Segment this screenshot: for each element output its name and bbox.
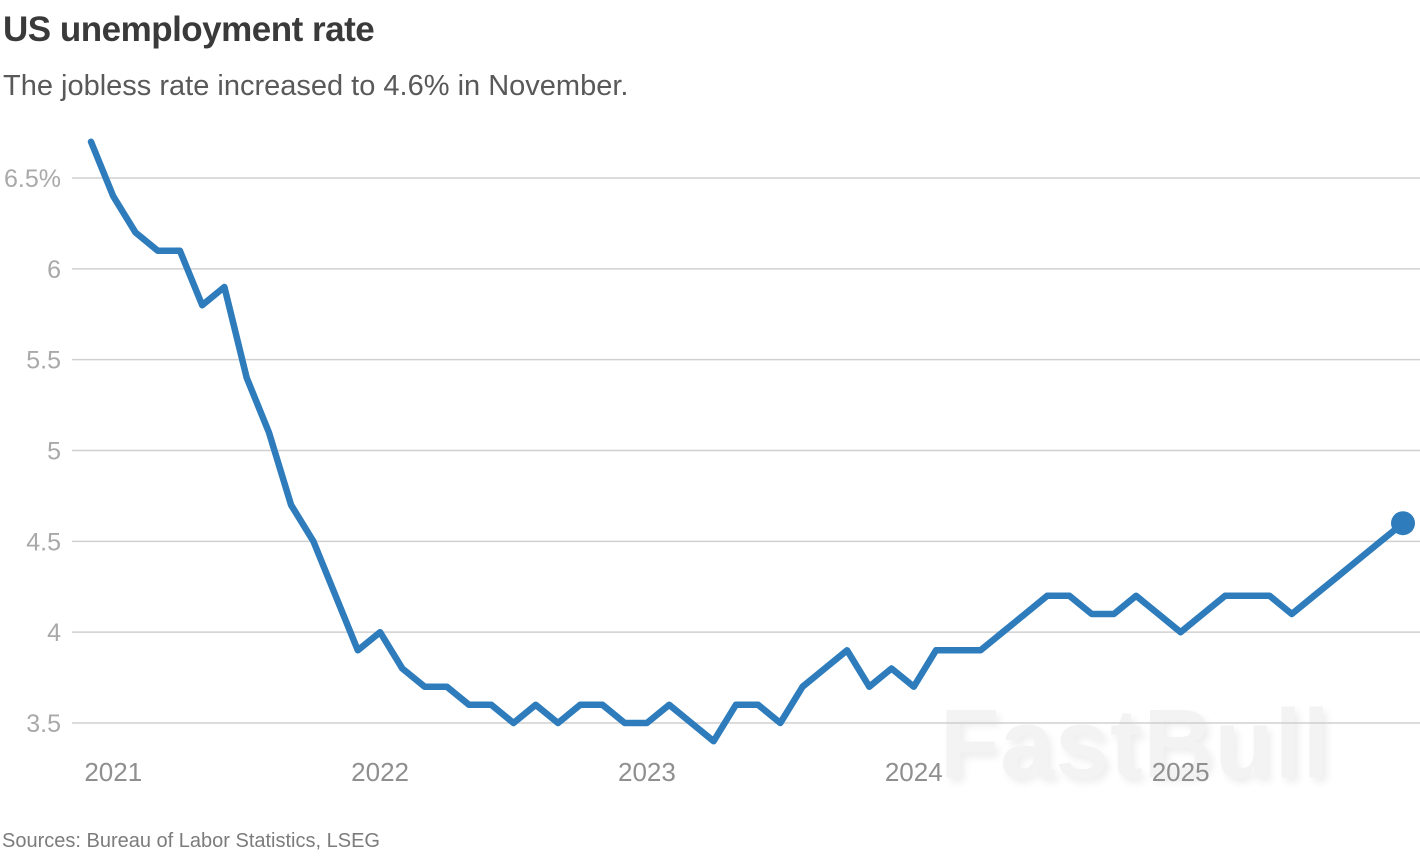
page-subtitle: The jobless rate increased to 4.6% in No… [3, 70, 629, 102]
y-tick-label: 4 [47, 619, 61, 647]
y-tick-label: 4.5 [26, 528, 61, 556]
last-point-marker [1391, 511, 1415, 536]
x-tick-label: 2025 [1152, 757, 1210, 787]
x-tick-label: 2021 [84, 757, 142, 787]
unemployment-series-line [87, 138, 1407, 745]
y-tick-label: 6 [47, 256, 61, 284]
page-title: US unemployment rate [3, 10, 375, 49]
x-tick-label: 2024 [885, 757, 943, 787]
x-tick-label: 2023 [618, 757, 676, 787]
y-tick-label: 6.5% [4, 165, 61, 193]
y-tick-label: 5 [47, 438, 61, 466]
y-tick-label: 5.5 [26, 347, 61, 375]
y-tick-label: 3.5 [26, 710, 61, 738]
x-tick-label: 2022 [351, 757, 409, 787]
fastbull-watermark: FastBull [940, 689, 1331, 798]
sources-text: Sources: Bureau of Labor Statistics, LSE… [2, 830, 380, 852]
